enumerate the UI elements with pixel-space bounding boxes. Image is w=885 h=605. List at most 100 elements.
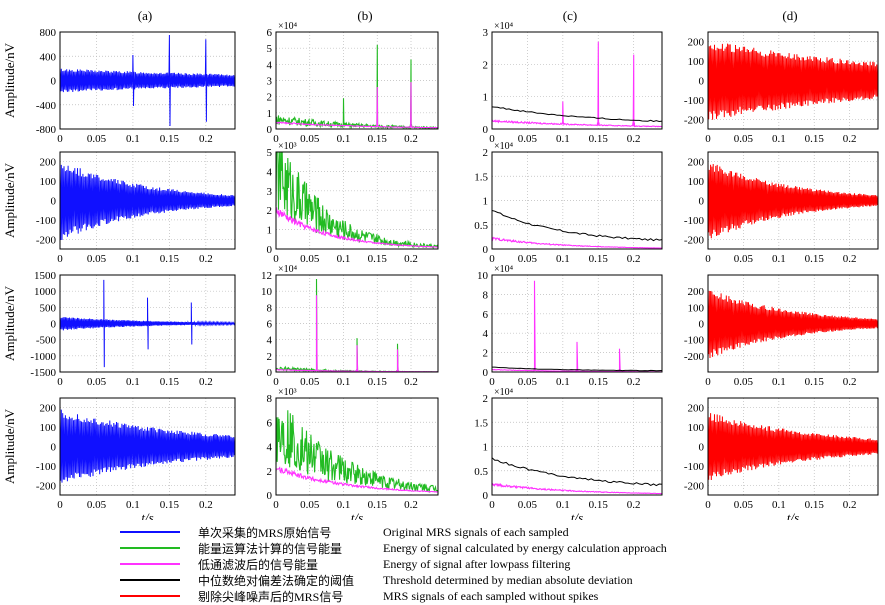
- legend-swatch-green: [120, 547, 180, 549]
- x-tick-label: 0.15: [160, 499, 180, 511]
- series-line: [59, 409, 236, 483]
- series-line: [275, 44, 439, 130]
- y-tick-label: 8: [483, 289, 489, 301]
- y-tick-label: 4: [267, 59, 273, 71]
- panel-c1: 0 0.05 0.1 0.15 0.2 3 2 1 0 ×10⁴: [483, 21, 663, 145]
- y-tick-label: 200: [688, 37, 705, 49]
- legend-item-despiked: 剔除尖峰噪声后的MRS信号 MRS signals of each sample…: [120, 588, 667, 604]
- x-tick-label: 0.15: [160, 253, 180, 265]
- y-tick-label: 10: [477, 270, 489, 282]
- y-tick-label: -200: [684, 114, 705, 126]
- series-line: [707, 43, 879, 120]
- x-tick-label: 0.2: [843, 133, 857, 145]
- x-tick-label: 0: [489, 253, 495, 265]
- x-tick-label: 0.15: [589, 253, 609, 265]
- x-tick-label: 0.05: [300, 253, 320, 265]
- x-tick-label: 0.2: [627, 133, 641, 145]
- plot-frame: [491, 151, 663, 250]
- y-tick-label: 100: [688, 56, 705, 68]
- y-tick-label: 0: [483, 490, 489, 502]
- y-tick-label: -200: [684, 351, 705, 363]
- legend-label-en: Energy of signal calculated by energy ca…: [383, 540, 667, 555]
- x-tick-label: 0: [705, 376, 711, 388]
- x-tick-label: 0.1: [337, 253, 351, 265]
- x-tick-label: 0.1: [772, 133, 786, 145]
- legend-label-zh: 能量运算法计算的信号能量: [198, 541, 343, 556]
- x-axis-label: t/s: [787, 510, 799, 520]
- x-tick-label: 0: [489, 133, 495, 145]
- x-tick-label: 0.1: [126, 253, 140, 265]
- y-tick-label: 1000: [34, 286, 57, 298]
- y-tick-label: 8: [267, 302, 273, 314]
- x-tick-label: 0.2: [199, 499, 213, 511]
- x-tick-label: 0.05: [87, 499, 107, 511]
- x-tick-label: 0.15: [805, 499, 825, 511]
- plot-frame: [707, 151, 879, 250]
- x-tick-label: 0.1: [126, 133, 140, 145]
- panel-d3: 0 0.05 0.1 0.15 0.2 200 100 0 -100 -200: [684, 274, 879, 388]
- x-tick-label: 0.05: [518, 133, 538, 145]
- column-title-c: (c): [563, 8, 577, 23]
- y-tick-label: 2: [483, 393, 489, 405]
- x-tick-label: 0.15: [805, 133, 825, 145]
- x-tick-label: 0.05: [87, 253, 107, 265]
- series-line: [275, 207, 438, 248]
- y-tick-label: 0.5: [474, 220, 488, 232]
- x-tick-label: 0: [273, 253, 279, 265]
- y-tick-label: 0.5: [474, 466, 488, 478]
- legend-swatch-blue: [120, 531, 180, 533]
- y-tick-label: 2: [267, 92, 273, 104]
- x-tick-label: 0.05: [734, 499, 754, 511]
- x-axis-label: t/s: [571, 510, 583, 520]
- x-tick-label: 0.05: [87, 376, 107, 388]
- series-line: [59, 279, 236, 368]
- legend-item-energy: 能量运算法计算的信号能量 Energy of signal calculated…: [120, 540, 667, 556]
- plot-frame: [491, 31, 663, 130]
- x-tick-label: 0.2: [843, 253, 857, 265]
- series-line: [707, 290, 879, 359]
- y-tick-label: 100: [40, 176, 57, 188]
- x-tick-label: 0.1: [337, 376, 351, 388]
- y-tick-label: 1: [483, 92, 489, 104]
- y-tick-label: 2: [267, 205, 273, 217]
- y-tick-label: -1000: [30, 351, 56, 363]
- y-tick-label: -1500: [30, 367, 56, 379]
- legend-swatch-magenta: [120, 563, 180, 565]
- column-title-d: (d): [782, 8, 797, 23]
- series-line: [275, 410, 439, 494]
- panel-c4: 0 0.05 0.1 0.15 0.2 2 1.5 1 0.5 0 ×10⁴ t/s: [474, 387, 663, 520]
- x-tick-label: 0.05: [518, 499, 538, 511]
- x-tick-label: 0.1: [126, 499, 140, 511]
- column-title-b: (b): [357, 8, 372, 23]
- series-line: [59, 34, 236, 127]
- y-tick-label: 2: [483, 348, 489, 360]
- x-tick-label: 0.1: [337, 499, 351, 511]
- y-tick-label: -200: [684, 480, 705, 492]
- legend-swatch-red: [120, 595, 180, 597]
- y-exponent-label: ×10⁴: [494, 387, 514, 398]
- series-line: [492, 366, 663, 372]
- y-exponent-label: ×10³: [278, 141, 297, 152]
- y-exponent-label: ×10³: [278, 387, 297, 398]
- legend-label-en: Original MRS signals of each sampled: [383, 524, 569, 539]
- x-tick-label: 0.15: [589, 499, 609, 511]
- y-tick-label: 6: [267, 319, 273, 331]
- x-tick-label: 0.2: [199, 133, 213, 145]
- x-tick-label: 0.2: [843, 499, 857, 511]
- legend-label-en: MRS signals of each sampled without spik…: [383, 588, 599, 603]
- x-tick-label: 0.05: [518, 253, 538, 265]
- y-tick-label: 4: [267, 442, 273, 454]
- y-tick-label: 2: [483, 147, 489, 159]
- x-tick-label: 0.15: [160, 376, 180, 388]
- x-tick-label: 0.15: [368, 499, 388, 511]
- x-axis-label: t/s: [351, 510, 363, 520]
- x-tick-label: 0.15: [368, 376, 388, 388]
- panel-c2: 0 0.05 0.1 0.15 0.2 2 1.5 1 0.5 0 ×10⁴: [474, 141, 663, 265]
- figure-grid: (a) (b) (c) (d) 0 0.05 0.1 0.15 0.28004000-4…: [2, 8, 879, 520]
- panel-a3: 0 0.05 0.1 0.15 0.2 1500 1000 500 0 -500 -1000 -150…: [2, 270, 236, 388]
- y-tick-label: 200: [688, 403, 705, 415]
- y-tick-label: 2: [267, 466, 273, 478]
- panel-b1: 0 0.05 0.1 0.15 0.2 6 5 4 3 2 1 0 ×10⁴: [267, 21, 439, 145]
- y-tick-label: -200: [36, 234, 57, 246]
- series-line: [491, 210, 663, 242]
